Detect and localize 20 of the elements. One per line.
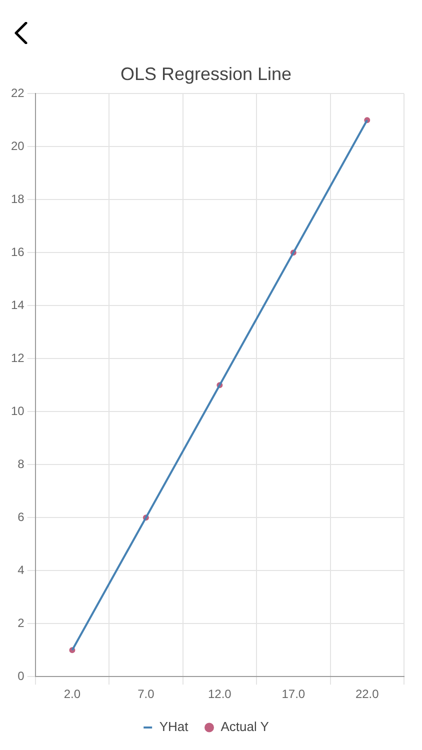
chart-title: OLS Regression Line [120, 64, 292, 84]
y-tick-label: 6 [18, 510, 25, 524]
y-tick-label: 20 [10, 138, 25, 153]
y-tick-label: 0 [18, 668, 25, 683]
y-tick-label: 2 [18, 616, 25, 630]
y-tick-label: 18 [10, 192, 25, 206]
x-tick-label: 22.0 [355, 687, 380, 702]
y-tick-label: 22 [10, 86, 25, 100]
y-tick-label: 16 [10, 244, 25, 259]
legend-label: YHat [159, 719, 189, 734]
y-tick-label: 14 [10, 298, 25, 312]
y-tick-label: 8 [18, 456, 25, 471]
legend-label: Actual Y [220, 719, 270, 734]
y-tick-label: 4 [18, 562, 25, 577]
y-tick-label: 10 [10, 404, 25, 418]
x-tick-label: 17.0 [282, 687, 306, 702]
x-tick-label: 7.0 [138, 687, 155, 702]
y-tick-label: 12 [10, 350, 25, 365]
x-tick-label: 12.0 [208, 687, 232, 702]
x-tick-label: 2.0 [64, 687, 81, 702]
